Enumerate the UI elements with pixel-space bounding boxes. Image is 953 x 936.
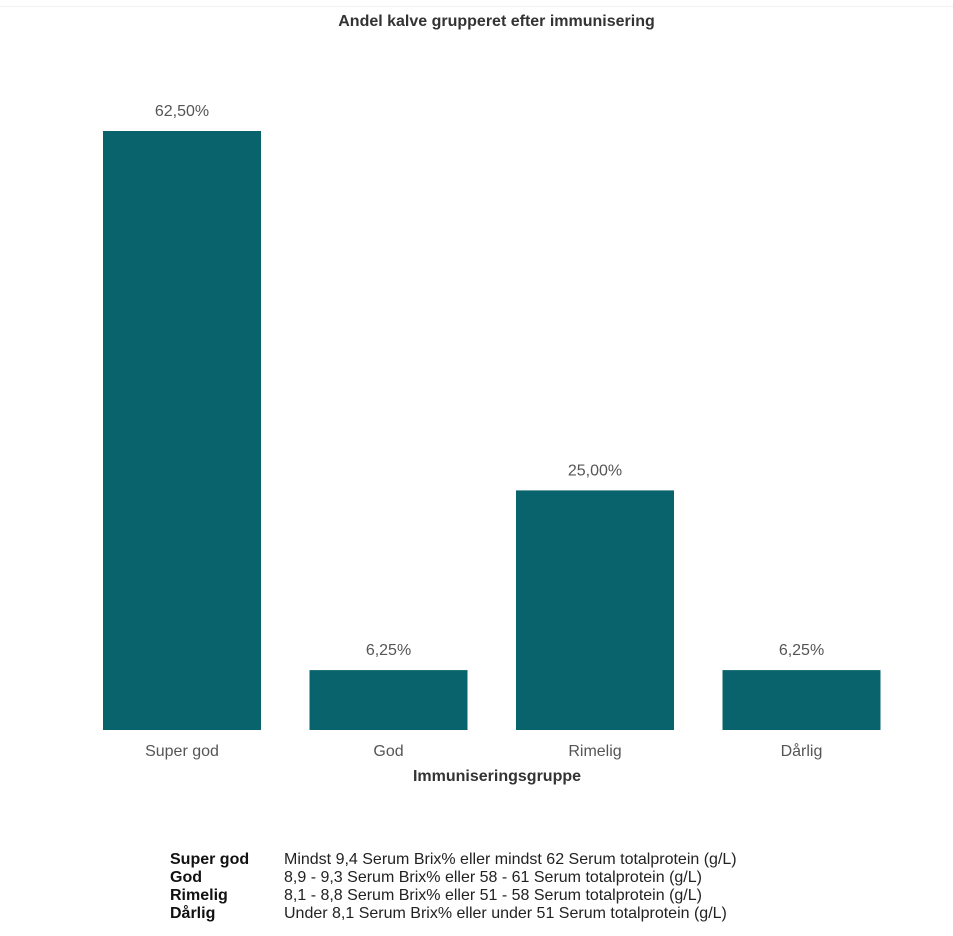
data-label-1: 6,25% [366, 642, 411, 659]
x-axis-label: Immuniseringsgruppe [412, 768, 582, 785]
bar-0[interactable] [103, 131, 261, 730]
definition-row: God 8,9 - 9,3 Serum Brix% eller 58 - 61 … [170, 869, 737, 887]
data-label-0: 62,50% [155, 103, 209, 120]
definition-row: Super god Mindst 9,4 Serum Brix% eller m… [170, 851, 737, 869]
definition-text: 8,1 - 8,8 Serum Brix% eller 51 - 58 Seru… [284, 887, 702, 904]
top-divider [0, 6, 953, 7]
definition-row: Dårlig Under 8,1 Serum Brix% eller under… [170, 905, 737, 923]
definition-key: Dårlig [170, 905, 216, 922]
x-tick-label-0: Super god [145, 743, 219, 760]
x-tick-label-2: Rimelig [568, 743, 621, 760]
chart-title: Andel kalve grupperet efter immunisering [338, 13, 655, 30]
definition-key: God [170, 869, 202, 886]
definition-text: Under 8,1 Serum Brix% eller under 51 Ser… [284, 905, 727, 922]
x-tick-label-3: Dårlig [781, 742, 823, 760]
definition-key: Super god [170, 851, 250, 868]
bar-2[interactable] [516, 490, 674, 730]
bar-1[interactable] [309, 670, 468, 730]
definition-text: 8,9 - 9,3 Serum Brix% eller 58 - 61 Seru… [284, 869, 702, 886]
definition-key: Rimelig [170, 887, 228, 904]
data-label-3: 6,25% [779, 642, 824, 659]
definition-row: Rimelig 8,1 - 8,8 Serum Brix% eller 51 -… [170, 887, 737, 905]
bar-3[interactable] [722, 670, 881, 730]
bar-chart: 62,50% Super god 6,25% God 25,00% Rimelig 6,25… [103, 103, 881, 760]
data-label-2: 25,00% [568, 462, 622, 479]
definition-text: Mindst 9,4 Serum Brix% eller mindst 62 S… [284, 851, 737, 868]
group-definitions: Super god Mindst 9,4 Serum Brix% eller m… [170, 851, 737, 923]
x-tick-label-1: God [373, 743, 403, 760]
